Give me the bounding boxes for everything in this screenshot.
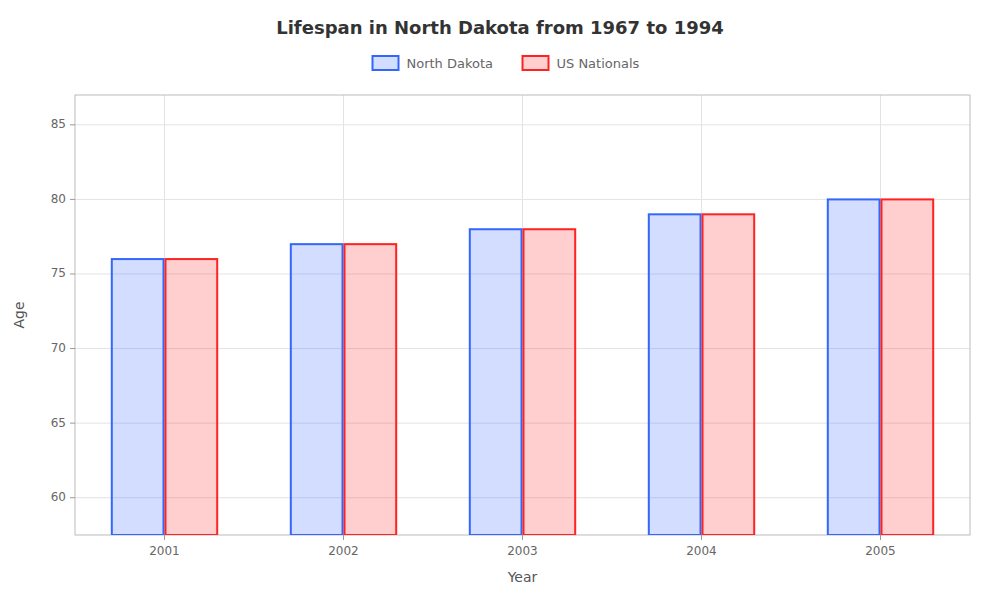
y-tick-label: 80 [51,192,66,206]
y-tick-label: 85 [51,117,66,131]
bar [470,229,522,535]
bar [166,259,218,535]
legend-label: US Nationals [557,56,640,71]
legend-swatch [373,56,399,70]
y-tick [70,348,75,349]
bar [345,244,397,535]
grid [75,95,970,535]
axes: 60 65 70 75 80 85 2001 2002 2003 2004 2005 [51,117,896,558]
bar [703,214,755,535]
x-tick [343,535,344,540]
bar [112,259,164,535]
bar [649,214,701,535]
x-tick-label: 2004 [686,544,717,558]
y-tick-label: 75 [51,266,66,280]
y-tick [70,273,75,274]
y-tick [70,497,75,498]
bar [882,199,934,535]
legend-label: North Dakota [407,56,494,71]
y-axis-label: Age [11,301,27,328]
legend-swatch [523,56,549,70]
bars [112,199,933,535]
bar [291,244,343,535]
y-tick-label: 70 [51,341,66,355]
x-tick [522,535,523,540]
x-axis-label: Year [507,569,538,585]
y-tick [70,199,75,200]
x-tick-label: 2001 [149,544,180,558]
title: Lifespan in North Dakota from 1967 to 19… [276,17,724,38]
x-tick [701,535,702,540]
x-tick [164,535,165,540]
chart-container: 60 65 70 75 80 85 2001 2002 2003 2004 2005 Year Age L… [0,0,1000,600]
legend: North Dakota US Nationals [373,56,640,71]
x-tick-label: 2002 [328,544,359,558]
bar [828,199,880,535]
x-tick-label: 2003 [507,544,538,558]
chart: 60 65 70 75 80 85 2001 2002 2003 2004 2005 Year Age L… [0,0,1000,600]
x-tick [880,535,881,540]
bar [524,229,576,535]
y-tick-label: 60 [51,490,66,504]
y-tick [70,124,75,125]
x-tick-label: 2005 [865,544,896,558]
y-tick [70,423,75,424]
plot-frame [75,95,970,535]
y-tick-label: 65 [51,416,66,430]
